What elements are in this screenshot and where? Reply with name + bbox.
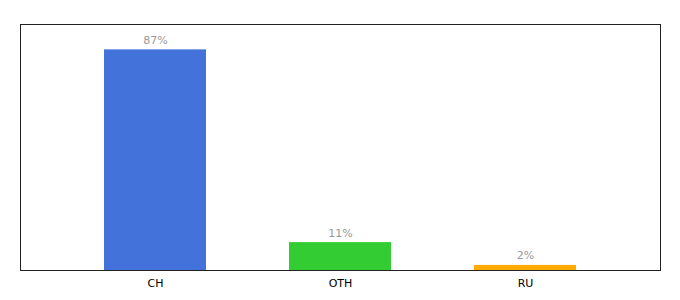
svg-text:87%: 87%	[143, 34, 167, 47]
svg-text:OTH: OTH	[329, 277, 353, 290]
svg-text:RU: RU	[518, 277, 534, 290]
svg-text:2%: 2%	[517, 249, 534, 262]
svg-text:CH: CH	[148, 277, 164, 290]
svg-text:11%: 11%	[328, 227, 352, 240]
